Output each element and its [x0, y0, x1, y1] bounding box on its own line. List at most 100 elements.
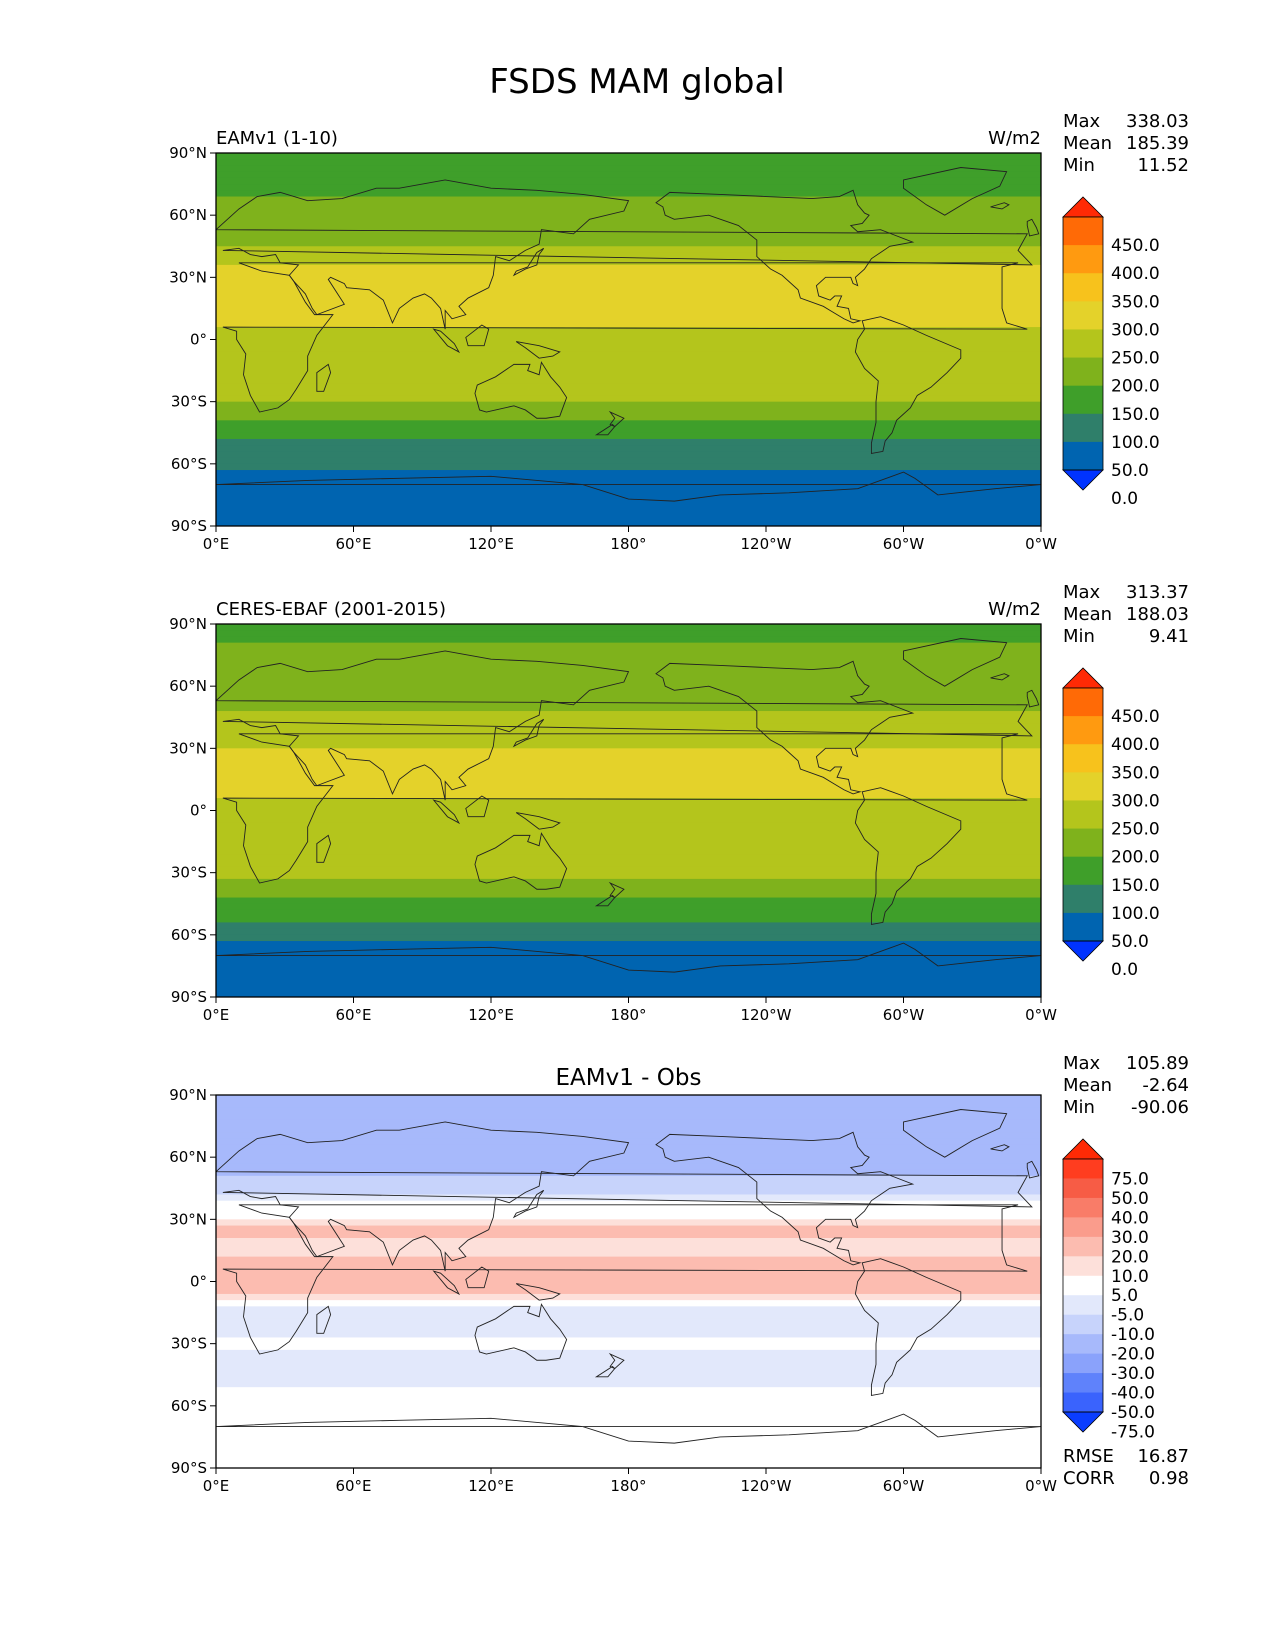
colorbar-segment: [1063, 884, 1103, 914]
coastline-newguinea: [515, 1283, 561, 1301]
colorbar-outline: [1062, 687, 1104, 942]
zonal-band: [216, 624, 1041, 631]
zonal-band: [216, 1144, 1041, 1152]
zonal-band: [216, 841, 1041, 849]
zonal-band: [216, 153, 1041, 160]
coastline-madagascar: [316, 1305, 332, 1334]
stat-value: -90.06: [1131, 1097, 1189, 1118]
coastline-japan: [512, 247, 545, 277]
zonal-band: [216, 686, 1041, 693]
coastline-borneo: [465, 324, 490, 347]
colorbar-segment: [1063, 828, 1103, 858]
zonal-band: [216, 1281, 1041, 1289]
coastline-antarctica: [216, 471, 1041, 502]
coastline-newguinea: [515, 341, 561, 359]
zonal-band: [216, 476, 1041, 484]
zonal-band: [216, 723, 1041, 731]
stat-label: Mean: [1063, 1075, 1112, 1096]
zonal-band: [216, 227, 1041, 235]
x-tick-label: 0°E: [203, 1477, 230, 1495]
zonal-band: [216, 941, 1041, 948]
map-panel-diff: 0°E 60°E 120°E 180° 120°W 60°W 0°W 90°N 60°N 30°N…: [169, 1053, 1189, 1495]
panel-title-left: CERES-EBAF (2001-2015): [216, 599, 446, 620]
coastline-sumatra: [432, 328, 461, 354]
zonal-band: [216, 451, 1041, 459]
zonal-band: [216, 420, 1041, 428]
zonal-band: [216, 1337, 1041, 1345]
zonal-band: [216, 661, 1041, 669]
zonal-band: [216, 835, 1041, 843]
zonal-band: [216, 1443, 1041, 1450]
zonal-band: [216, 271, 1041, 278]
zonal-band: [216, 1237, 1041, 1245]
colorbar-label: 200.0: [1111, 377, 1160, 397]
colorbar-segment: [1063, 1236, 1103, 1257]
zonal-band: [216, 748, 1041, 756]
coastline-eurasia: [216, 179, 1033, 330]
colorbar-segment: [1063, 1334, 1103, 1355]
coastline-sumatra: [432, 799, 461, 825]
y-tick-label: 30°S: [171, 393, 207, 411]
zonal-band: [216, 1436, 1041, 1444]
colorbar-segment: [1063, 688, 1103, 717]
colorbar-segment: [1063, 1392, 1103, 1413]
colorbar-segment: [1063, 217, 1103, 246]
zonal-band: [216, 351, 1041, 359]
zonal-band: [216, 897, 1041, 905]
zonal-band: [216, 507, 1041, 515]
zonal-band: [216, 358, 1041, 365]
zonal-band: [216, 208, 1041, 216]
y-tick-label: 30°S: [171, 864, 207, 882]
coastline-newzealand: [608, 410, 625, 428]
zonal-band: [216, 953, 1041, 961]
zonal-band: [216, 1256, 1041, 1264]
zonal-band: [216, 717, 1041, 725]
colorbar-segment: [1063, 744, 1103, 773]
x-tick-label: 180°: [610, 1006, 646, 1024]
zonal-band: [216, 1275, 1041, 1283]
x-tick-label: 60°W: [883, 1477, 925, 1495]
zonal-band: [216, 295, 1041, 303]
zonal-band: [216, 785, 1041, 793]
x-tick-label: 120°E: [468, 1006, 514, 1024]
stat-value: 11.52: [1137, 155, 1189, 176]
zonal-band: [216, 401, 1041, 409]
zonal-band: [216, 1287, 1041, 1295]
colorbar-extend-max: [1062, 196, 1104, 218]
zonal-band: [216, 630, 1041, 638]
x-tick-label: 60°E: [335, 1477, 371, 1495]
zonal-band: [216, 345, 1041, 353]
zonal-band: [216, 1262, 1041, 1270]
zonal-band: [216, 383, 1041, 390]
stat-value: 185.39: [1126, 133, 1189, 154]
colorbar-label: 350.0: [1111, 763, 1160, 783]
stat-label: Min: [1063, 626, 1095, 647]
zonal-band: [216, 1362, 1041, 1370]
zonal-band: [216, 822, 1041, 830]
coastline-southAmerica: [854, 316, 962, 455]
coastline-greenland: [903, 167, 1008, 216]
x-tick-label: 60°W: [883, 1006, 925, 1024]
zonal-band: [216, 698, 1041, 706]
zonal-band: [216, 1213, 1041, 1220]
zonal-band: [216, 878, 1041, 886]
zonal-band: [216, 457, 1041, 465]
y-tick-label: 0°: [190, 802, 207, 820]
zonal-band: [216, 184, 1041, 191]
zonal-band: [216, 407, 1041, 415]
colorbar-label: 150.0: [1111, 405, 1160, 425]
zonal-band: [216, 333, 1041, 341]
zonal-band: [216, 791, 1041, 799]
coastline-eurasia: [216, 1121, 1033, 1272]
colorbar-label: 450.0: [1111, 707, 1160, 727]
zonal-band: [216, 1169, 1041, 1177]
stat-label: Max: [1063, 582, 1101, 603]
colorbar-label: -10.0: [1111, 1325, 1155, 1345]
zonal-band: [216, 928, 1041, 936]
zonal-band: [216, 692, 1041, 700]
coastline-newzealandS: [594, 423, 616, 436]
colorbar-extend-max: [1062, 667, 1104, 689]
zonal-band: [216, 1119, 1041, 1127]
colorbar-segment: [1063, 1217, 1103, 1238]
zonal-band: [216, 1461, 1041, 1468]
